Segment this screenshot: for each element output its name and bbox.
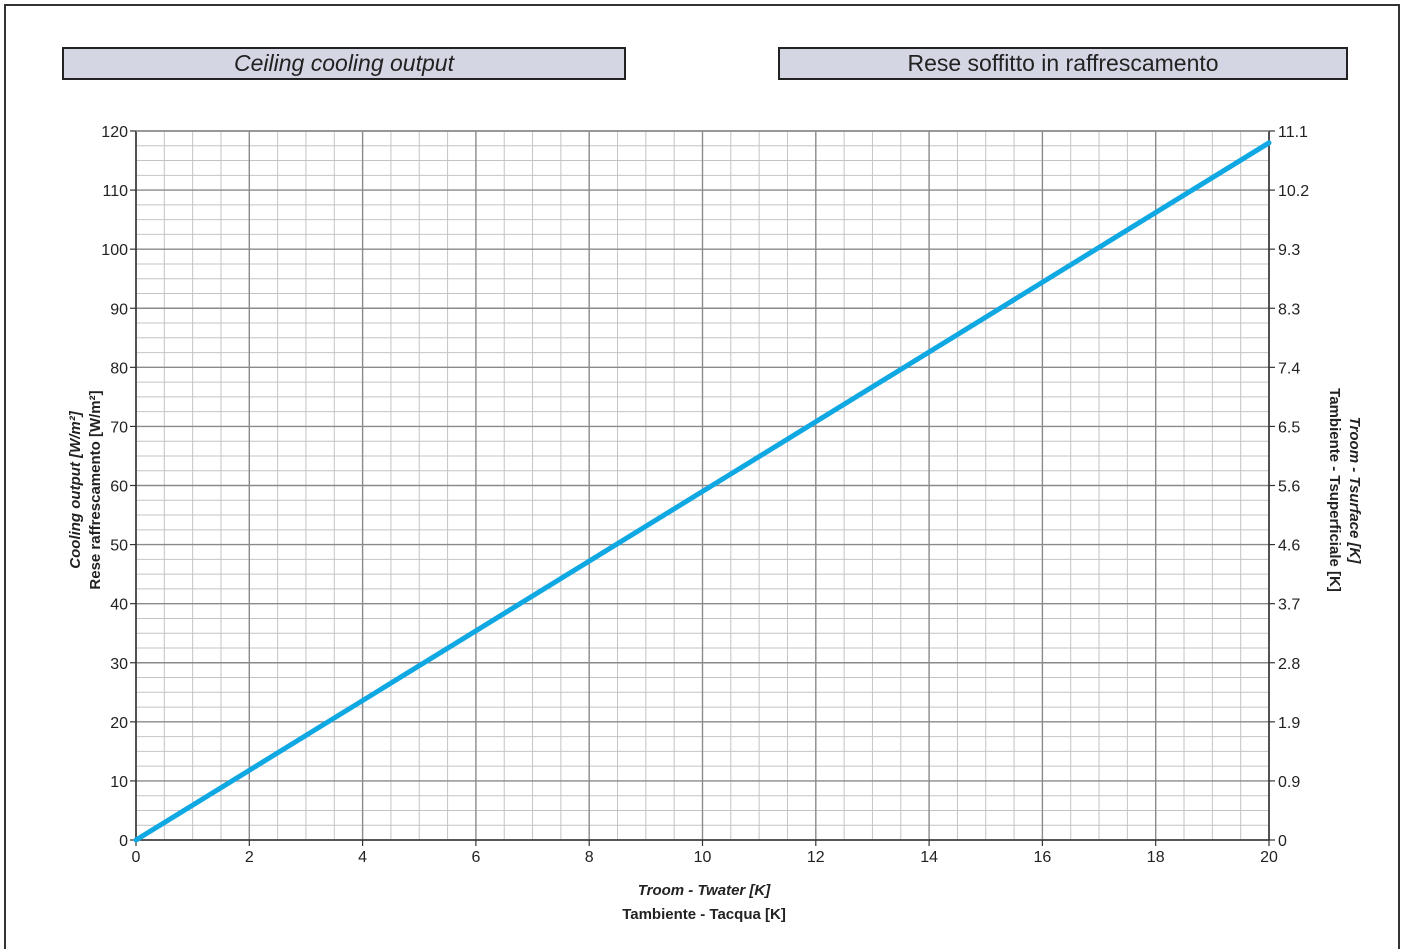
x-tick-label: 8 [585, 849, 594, 866]
x-tick-label: 12 [807, 849, 825, 866]
y-tick-label: 0 [119, 833, 128, 850]
y-tick-label: 60 [110, 479, 128, 496]
y2-tick-label: 6.5 [1278, 419, 1300, 436]
series-line [133, 140, 1272, 843]
y2-axis-label-en: Troom - Tsurface [K] [1346, 417, 1363, 565]
y2-tick-label: 0.9 [1278, 774, 1300, 791]
y-tick-label: 80 [110, 360, 128, 377]
x-tick-label: 16 [1034, 849, 1052, 866]
y2-tick-label: 9.3 [1278, 242, 1300, 259]
y-tick-label: 90 [110, 301, 128, 318]
y2-tick-label: 8.3 [1278, 301, 1300, 318]
x-tick-label: 2 [245, 849, 254, 866]
x-axis-label-it: Tambiente - Tacqua [K] [622, 906, 786, 923]
y2-tick-label: 11.1 [1278, 124, 1308, 141]
title-english: Ceiling cooling output [62, 47, 626, 80]
x-tick-label: 18 [1147, 849, 1165, 866]
title-italian: Rese soffitto in raffrescamento [778, 47, 1348, 80]
y-tick-label: 40 [110, 597, 128, 614]
x-tick-label: 14 [920, 849, 938, 866]
y-tick-label: 100 [101, 242, 128, 259]
y2-tick-label: 10.2 [1278, 183, 1309, 200]
y-tick-label: 30 [110, 656, 128, 673]
y-tick-label: 10 [110, 774, 128, 791]
y-tick-label: 110 [102, 183, 128, 200]
y-tick-label: 20 [110, 715, 128, 732]
y-tick-label: 120 [101, 124, 128, 141]
chart-frame [4, 4, 1400, 949]
x-axis-label-en: Troom - Twater [K] [638, 882, 772, 899]
y-tick-label: 50 [110, 538, 128, 555]
y2-tick-label: 5.6 [1278, 479, 1300, 496]
y2-tick-label: 1.9 [1278, 715, 1300, 732]
y-tick-label: 70 [110, 419, 128, 436]
y2-axis-label-it: Tambiente - Tsuperficiale [K] [1326, 388, 1343, 592]
y2-tick-label: 7.4 [1278, 360, 1300, 377]
x-tick-label: 0 [132, 849, 141, 866]
y2-tick-label: 4.6 [1278, 538, 1300, 555]
y-axis-label-en: Cooling output [W/m²] [67, 410, 84, 568]
y2-tick-label: 2.8 [1278, 656, 1300, 673]
y-axis-label-it: Rese raffrescamento [W/m²] [87, 390, 104, 589]
x-tick-label: 6 [471, 849, 480, 866]
x-tick-label: 20 [1260, 849, 1278, 866]
y2-tick-label: 3.7 [1278, 597, 1300, 614]
x-tick-label: 4 [358, 849, 367, 866]
y2-tick-label: 0 [1278, 833, 1287, 850]
x-tick-label: 10 [694, 849, 712, 866]
